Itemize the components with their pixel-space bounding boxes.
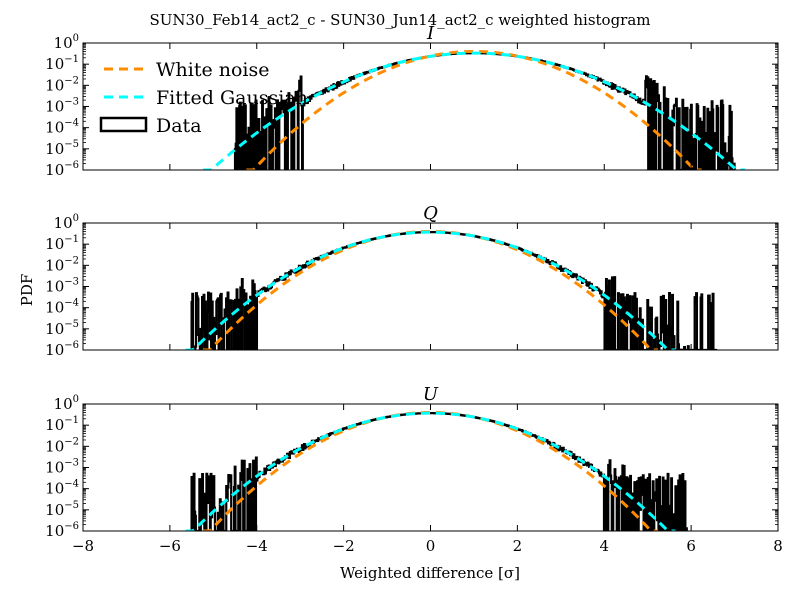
y-tick-label-0-5: 10−1 [45, 54, 79, 73]
y-tick-label-2-0: 10−6 [45, 521, 79, 540]
y-tick-label-2-6: 100 [54, 394, 79, 413]
plot-area-0 [202, 49, 745, 170]
figure-title: SUN30_Feb14_act2_c - SUN30_Jun14_act2_c … [149, 11, 650, 29]
y-tick-label-0-1: 10−5 [45, 139, 79, 158]
y-tick-label-2-2: 10−4 [45, 479, 79, 498]
x-tick-label-1: −6 [159, 537, 181, 555]
y-tick-label-2-1: 10−5 [45, 500, 79, 519]
x-tick-label-2: −4 [246, 537, 268, 555]
panel-title-1: Q [423, 203, 438, 224]
panel-2: U 10−6 10−5 10−4 10−3 10−2 10−1 100 −8 −6 −4 −2 0 2 4 6… [45, 384, 783, 555]
series-data-1 [190, 231, 718, 350]
x-tick-label-5: 2 [513, 537, 523, 555]
y-tick-label-0-4: 10−2 [45, 75, 79, 94]
y-tick-label-1-5: 10−1 [45, 234, 79, 253]
y-tick-label-2-5: 10−1 [45, 415, 79, 434]
y-axis-label: PDF [18, 274, 36, 307]
y-tick-label-0-0: 10−6 [45, 160, 79, 179]
y-tick-label-1-2: 10−4 [45, 298, 79, 317]
legend-label-data: Data [156, 115, 202, 137]
legend-swatch-data [99, 116, 148, 133]
y-tick-label-0-2: 10−4 [45, 118, 79, 137]
legend: White noise Fitted Gaussian Data [99, 59, 308, 137]
legend-label-white-noise: White noise [156, 59, 270, 81]
x-tick-label-7: 6 [686, 537, 696, 555]
plot-area-1 [185, 229, 718, 350]
y-tick-label-0-6: 100 [54, 33, 79, 52]
panel-title-0: I [426, 23, 435, 44]
panel-title-2: U [423, 384, 439, 405]
panel-0: I 10−6 10−5 10−4 10−3 10−2 10−1 100 [45, 23, 779, 179]
y-tick-label-1-6: 100 [54, 213, 79, 232]
legend-label-fitted-gaussian: Fitted Gaussian [156, 87, 308, 109]
series-fitted-gaussian-1 [185, 230, 676, 350]
panels: I 10−6 10−5 10−4 10−3 10−2 10−1 100 Q 10−6 10−5 10−… [45, 23, 783, 555]
x-tick-label-4: 0 [426, 537, 436, 555]
x-tick-label-8: 8 [773, 537, 783, 555]
y-tick-label-0-3: 10−3 [45, 97, 79, 116]
x-tick-label-3: −2 [333, 537, 355, 555]
x-axis-label: Weighted difference [σ] [340, 564, 520, 582]
plot-area-2 [185, 410, 688, 531]
y-tick-label-1-1: 10−5 [45, 319, 79, 338]
series-fitted-gaussian-0 [202, 51, 745, 170]
series-fitted-gaussian-2 [185, 411, 676, 531]
y-tick-label-1-0: 10−6 [45, 340, 79, 359]
x-tick-label-0: −8 [72, 537, 94, 555]
panel-1: Q 10−6 10−5 10−4 10−3 10−2 10−1 100 [45, 203, 779, 359]
y-tick-label-1-3: 10−3 [45, 277, 79, 296]
y-tick-label-2-3: 10−3 [45, 458, 79, 477]
y-tick-label-1-4: 10−2 [45, 255, 79, 274]
x-tick-label-6: 4 [599, 537, 609, 555]
y-tick-label-2-4: 10−2 [45, 436, 79, 455]
